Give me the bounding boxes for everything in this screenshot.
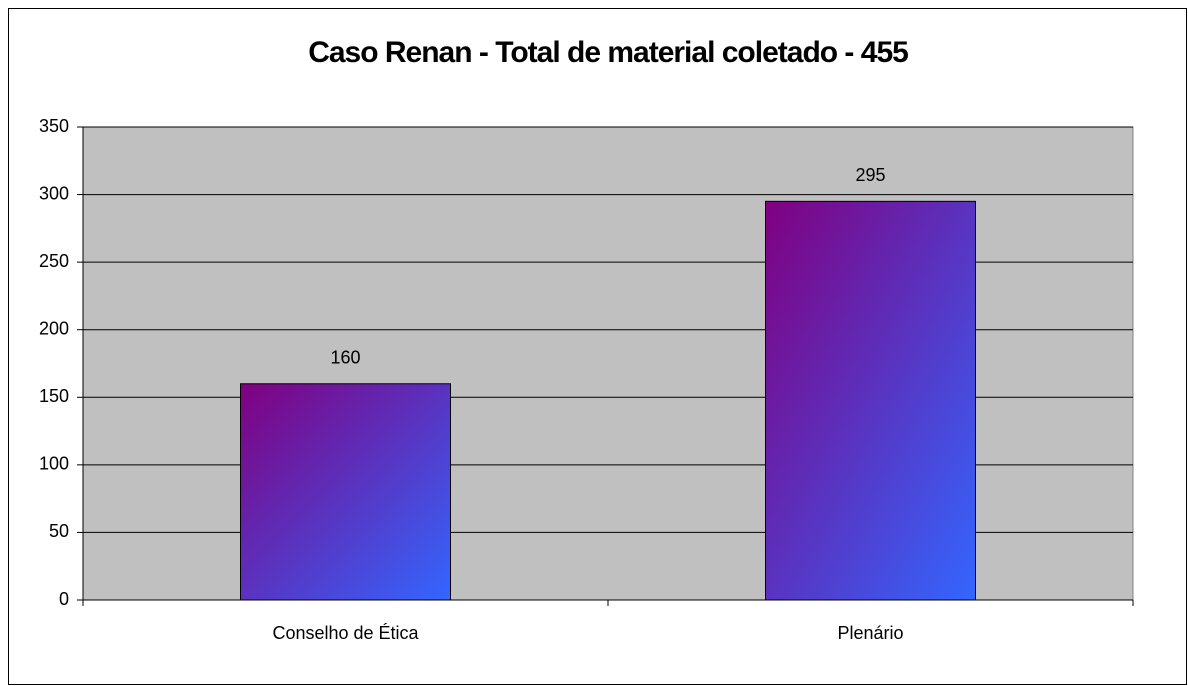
chart-title: Caso Renan - Total de material coletado … — [308, 36, 908, 69]
data-label: 160 — [330, 348, 360, 368]
y-tick-label: 300 — [39, 183, 69, 203]
data-label: 295 — [855, 165, 885, 185]
y-tick-label: 200 — [39, 318, 69, 338]
y-tick-label: 350 — [39, 116, 69, 136]
bar — [240, 383, 451, 601]
y-tick-label: 150 — [39, 386, 69, 406]
y-tick-label: 250 — [39, 251, 69, 271]
y-tick-label: 100 — [39, 454, 69, 474]
y-tick-label: 0 — [59, 589, 69, 609]
x-tick-label: Plenário — [837, 623, 903, 643]
y-tick-label: 50 — [49, 521, 69, 541]
x-tick-label: Conselho de Ética — [272, 623, 419, 643]
bar — [765, 200, 976, 601]
